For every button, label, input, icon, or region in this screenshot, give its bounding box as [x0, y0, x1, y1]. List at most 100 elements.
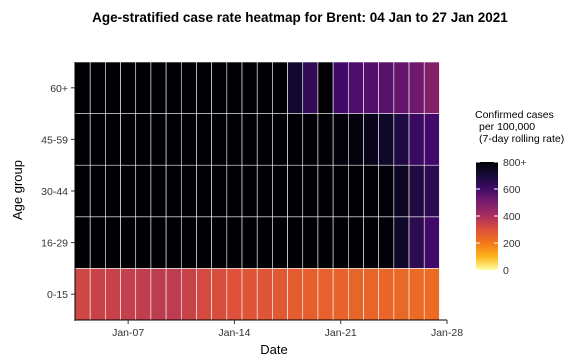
heatmap-cell-30-44-5	[150, 164, 167, 218]
heatmap-cell-60+-19	[363, 61, 379, 114]
heatmap-cell-45-59-9	[211, 113, 228, 166]
heatmap-cell-45-59-0	[74, 113, 91, 166]
heatmap-cell-45-59-19	[363, 113, 379, 166]
x-tick-label-Jan-14: Jan-14	[218, 327, 250, 339]
heatmap-cell-45-59-6	[165, 113, 182, 166]
axes: 0-15 16-29 30-44 45-59 60+ Jan-07 Jan-14 Jan-21…	[41, 62, 463, 339]
heatmap-cell-60+-9	[211, 61, 228, 114]
heatmap-cell-60+-16	[317, 61, 334, 114]
heatmap-cell-30-44-1	[89, 164, 106, 218]
heatmap-cell-45-59-12	[256, 113, 273, 166]
heatmap-cell-16-29-12	[256, 216, 273, 269]
heatmap-cell-16-29-10	[226, 216, 243, 269]
heatmap-cell-16-29-11	[241, 216, 258, 269]
heatmap-cell-16-29-23	[423, 216, 440, 269]
heatmap-cell-0-15-0	[74, 268, 91, 321]
heatmap-cell-60+-15	[302, 61, 319, 114]
heatmap-cell-60+-4	[135, 61, 152, 114]
heatmap-cell-45-59-13	[272, 113, 288, 166]
y-tick-label-16-29: 16-29	[41, 238, 68, 250]
heatmap-cell-0-15-19	[363, 268, 379, 321]
heatmap-cell-60+-11	[241, 61, 258, 114]
heatmap-cell-16-29-7	[180, 216, 197, 269]
heatmap-cell-45-59-20	[378, 113, 395, 166]
heatmap-cell-45-59-5	[150, 113, 167, 166]
heatmap-cell-60+-18	[348, 61, 364, 114]
legend-colorbar	[476, 162, 498, 270]
heatmap-cell-60+-2	[105, 61, 121, 114]
heatmap-cell-0-15-18	[348, 268, 364, 321]
heatmap-cell-0-15-21	[393, 268, 410, 321]
heatmap-cell-30-44-0	[74, 164, 91, 218]
heatmap-cell-30-44-19	[363, 164, 379, 218]
heatmap-cell-30-44-11	[241, 164, 258, 218]
heatmap-cell-0-15-16	[317, 268, 334, 321]
heatmap-cell-60+-14	[287, 61, 304, 114]
heatmap-cell-60+-12	[256, 61, 273, 114]
heatmap-cell-45-59-21	[393, 113, 410, 166]
heatmap-cell-16-29-13	[272, 216, 288, 269]
heatmap-cell-45-59-18	[348, 113, 364, 166]
heatmap-cell-60+-17	[332, 61, 349, 114]
heatmap-cell-30-44-23	[423, 164, 440, 218]
heatmap-cell-0-15-6	[165, 268, 182, 321]
heatmap-cell-16-29-9	[211, 216, 228, 269]
heatmap-cell-45-59-7	[180, 113, 197, 166]
heatmap-cell-60+-10	[226, 61, 243, 114]
heatmap-cell-0-15-14	[287, 268, 304, 321]
heatmap-cell-45-59-17	[332, 113, 349, 166]
heatmap-cell-16-29-1	[89, 216, 106, 269]
heatmap-cell-0-15-13	[272, 268, 288, 321]
heatmap-cell-16-29-5	[150, 216, 167, 269]
heatmap-cell-0-15-17	[332, 268, 349, 321]
heatmap-cell-16-29-16	[317, 216, 334, 269]
legend-tick-label-0: 0	[503, 265, 509, 277]
heatmap-cell-45-59-4	[135, 113, 152, 166]
legend-tick-label-600: 600	[503, 184, 521, 196]
heatmap-cell-60+-3	[120, 61, 137, 114]
heatmap-cell-60+-1	[89, 61, 106, 114]
heatmap-cell-60+-0	[74, 61, 91, 114]
heatmap-cell-0-15-5	[150, 268, 167, 321]
heatmap-cell-16-29-22	[408, 216, 425, 269]
heatmap-cell-60+-22	[408, 61, 425, 114]
heatmap-cell-30-44-22	[408, 164, 425, 218]
heatmap-cell-45-59-8	[196, 113, 212, 166]
heatmap-cell-0-15-7	[180, 268, 197, 321]
y-axis-title: Age group	[10, 160, 25, 220]
x-axis-title: Date	[260, 342, 287, 357]
heatmap-cell-60+-6	[165, 61, 182, 114]
heatmap-cell-16-29-3	[120, 216, 137, 269]
heatmap-cell-16-29-18	[348, 216, 364, 269]
heatmap-cell-0-15-1	[89, 268, 106, 321]
heatmap-cell-16-29-0	[74, 216, 91, 269]
y-tick-label-30-44: 30-44	[41, 186, 68, 198]
heatmap-cell-45-59-11	[241, 113, 258, 166]
heatmap-cell-30-44-18	[348, 164, 364, 218]
chart-title: Age-stratified case rate heatmap for Bre…	[92, 10, 508, 25]
heatmap-cell-60+-23	[423, 61, 440, 114]
heatmap-cell-45-59-14	[287, 113, 304, 166]
heatmap-cell-30-44-9	[211, 164, 228, 218]
heatmap-cell-16-29-6	[165, 216, 182, 269]
y-tick-label-60+: 60+	[50, 83, 68, 95]
heatmap-cell-0-15-20	[378, 268, 395, 321]
heatmap-cell-16-29-17	[332, 216, 349, 269]
heatmap-cell-30-44-14	[287, 164, 304, 218]
x-tick-label-Jan-07: Jan-07	[112, 327, 144, 339]
heatmap-cell-30-44-6	[165, 164, 182, 218]
heatmap-cell-0-15-2	[105, 268, 121, 321]
heatmap-cell-0-15-4	[135, 268, 152, 321]
heatmap-cell-45-59-15	[302, 113, 319, 166]
heatmap-cell-16-29-4	[135, 216, 152, 269]
heatmap-cell-16-29-8	[196, 216, 212, 269]
heatmap-cell-0-15-10	[226, 268, 243, 321]
heatmap-cell-0-15-11	[241, 268, 258, 321]
heatmap-cell-0-15-3	[120, 268, 137, 321]
heatmap-cell-60+-7	[180, 61, 197, 114]
heatmap-cell-45-59-1	[89, 113, 106, 166]
heatmap-cell-30-44-21	[393, 164, 410, 218]
heatmap-cell-0-15-12	[256, 268, 273, 321]
heatmap-cell-0-15-23	[423, 268, 440, 321]
